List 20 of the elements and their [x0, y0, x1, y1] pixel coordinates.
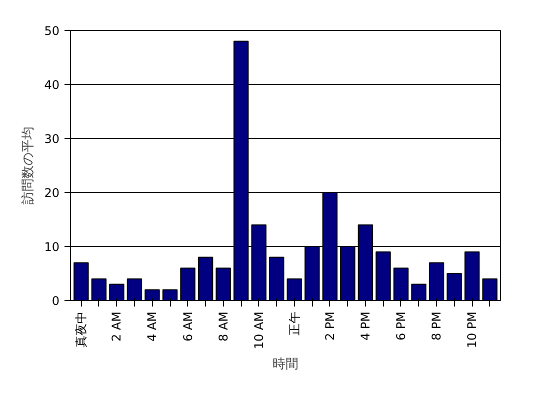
y-tick-label: 20 — [44, 186, 60, 200]
y-tick-label: 40 — [44, 78, 60, 92]
x-tick-label: 8 AM — [216, 311, 230, 342]
y-tick-label: 10 — [44, 240, 60, 254]
x-tick-label: 4 PM — [358, 311, 372, 341]
y-tick-label: 30 — [44, 132, 60, 146]
x-tick-label: 正午 — [287, 312, 302, 336]
x-tick-label: 2 AM — [110, 311, 124, 342]
y-axis-title: 訪問数の平均 — [21, 126, 36, 204]
x-tick-label: 2 PM — [322, 311, 337, 341]
x-tick-label: 8 PM — [430, 311, 444, 341]
x-axis-title: 時間 — [272, 357, 298, 372]
y-tick-label: 50 — [44, 24, 60, 38]
x-tick-label: 10 PM — [465, 311, 480, 348]
x-tick-label: 10 AM — [252, 311, 266, 350]
x-tick-label: 真夜中 — [74, 312, 88, 348]
x-tick-label: 6 PM — [394, 311, 408, 341]
x-tick-label: 6 AM — [180, 311, 195, 342]
x-tick-label: 4 AM — [145, 311, 160, 342]
y-tick-label: 0 — [52, 294, 60, 308]
